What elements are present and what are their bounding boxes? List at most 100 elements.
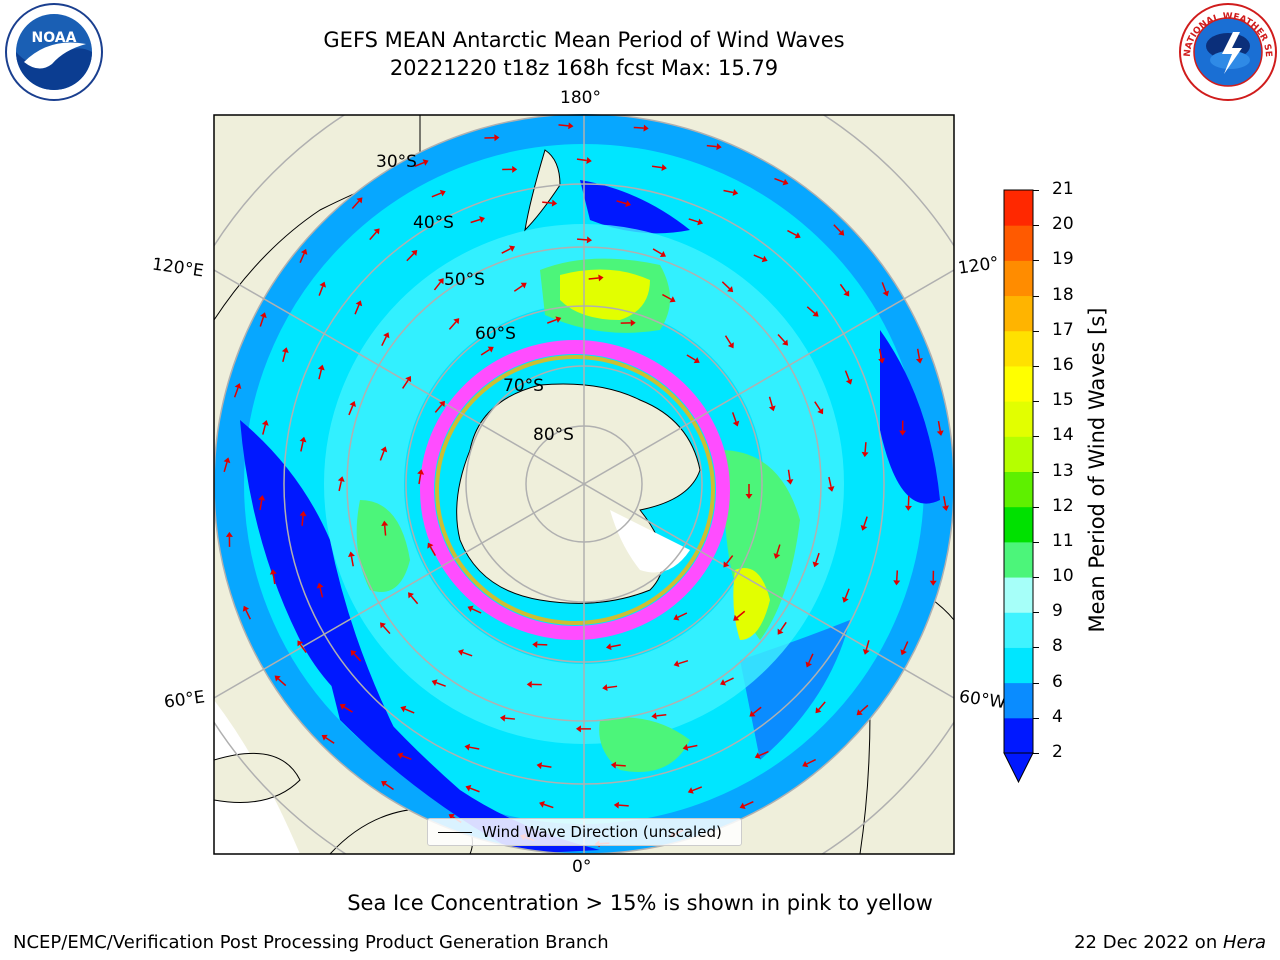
wind-arrow-shaft (245, 609, 252, 620)
wind-arrow-shaft (833, 224, 842, 233)
wind-arrow-shaft (752, 706, 762, 715)
wind-arrow-head (786, 479, 794, 485)
wind-arrow-head (845, 378, 853, 385)
footer-credit: NCEP/EMC/Verification Post Processing Pr… (13, 932, 609, 953)
wind-arrow-head (586, 236, 593, 244)
wind-arrow-shaft (233, 387, 239, 398)
wind-arrow-head (437, 278, 444, 285)
wind-arrow-shaft (724, 677, 734, 684)
wind-arrow-shaft (828, 476, 832, 487)
wind-arrow-head (317, 364, 325, 371)
wind-arrow-shaft (350, 556, 354, 567)
colorbar-cell (1004, 225, 1033, 261)
wind-arrow-shaft (692, 786, 703, 792)
wind-arrow-head (732, 420, 740, 427)
wind-arrow-shaft (259, 316, 265, 327)
wind-arrow-shaft (434, 404, 443, 413)
footer-date-text: 22 Dec 2022 on (1074, 932, 1223, 953)
wind-arrow-shaft (259, 499, 263, 511)
wind-arrow-head (532, 641, 538, 649)
wind-arrow-head (749, 710, 756, 717)
wind-arrow-shaft (758, 750, 769, 757)
wind-arrow-shaft (379, 450, 385, 461)
legend-line-swatch (438, 831, 472, 833)
wind-arrow-shaft (272, 573, 276, 585)
wind-arrow-head (512, 165, 518, 173)
map-legend: Wind Wave Direction (unscaled) (427, 818, 742, 846)
wind-arrow-head (408, 592, 414, 599)
noaa-logo: NOAA (5, 3, 103, 101)
colorbar-tick-label: 18 (1052, 284, 1074, 305)
wind-arrow-head (673, 614, 680, 621)
wind-arrow-shaft (558, 124, 569, 127)
wind-arrow-shaft (806, 306, 816, 314)
wind-arrow-shaft (262, 424, 267, 435)
wind-arrow-head (448, 814, 455, 820)
colorbar-tick-label: 8 (1052, 636, 1063, 657)
wind-arrow-head (936, 430, 944, 436)
wind-arrow-shaft (436, 681, 446, 687)
lon-label-0: 0° (572, 857, 592, 877)
wind-arrow-head (605, 643, 612, 651)
wind-arrow-head (842, 596, 849, 603)
wind-arrow-shaft (343, 706, 353, 713)
wind-arrow-head (727, 286, 734, 293)
wind-arrow-shaft (338, 481, 343, 492)
footer-date: 22 Dec 2022 on Hera (1074, 932, 1266, 953)
wind-arrow-head (536, 762, 543, 770)
colorbar-tick-mark (1033, 436, 1039, 438)
wind-arrow-head (225, 531, 233, 537)
wind-arrow-head (661, 164, 667, 172)
wind-arrow-head (838, 229, 845, 236)
wind-arrow-head (299, 510, 307, 517)
wind-arrow-head (348, 551, 355, 558)
wind-arrow-head (733, 614, 740, 621)
wind-arrow-shaft (774, 177, 785, 183)
wind-arrow-head (439, 189, 446, 197)
wind-arrow-shaft (776, 544, 781, 555)
wind-arrow-head (381, 520, 389, 526)
wind-arrow-head (223, 457, 231, 464)
colorbar-tick-label: 10 (1052, 566, 1074, 587)
wind-arrow-shaft (721, 281, 731, 290)
wind-arrow-shaft (513, 284, 524, 292)
wind-arrow-head (520, 282, 527, 289)
wind-arrow-shaft (401, 755, 412, 761)
wind-arrow-shaft (656, 714, 667, 717)
wind-arrow-head (337, 476, 345, 482)
footer-machine: Hera (1222, 932, 1266, 953)
wind-arrow-head (682, 744, 689, 751)
wind-arrow-head (805, 661, 812, 668)
wind-arrow-shaft (348, 405, 354, 416)
wind-arrow-shaft (480, 348, 490, 356)
colorbar-tick-mark (1033, 365, 1039, 367)
wind-arrow-head (782, 339, 789, 346)
wind-arrow-shaft (354, 304, 360, 315)
wind-arrow-head (827, 486, 835, 492)
wind-arrow-head (942, 505, 950, 511)
wind-arrow-head (380, 446, 388, 453)
lat-label-40s: 40°S (413, 213, 454, 233)
wind-arrow-shaft (277, 678, 287, 687)
wind-arrow-shaft (414, 161, 425, 168)
colorbar-tick-label: 13 (1052, 460, 1074, 481)
wind-arrow-shaft (418, 474, 422, 485)
wind-arrow-shaft (547, 318, 557, 324)
wind-arrow-head (893, 580, 901, 586)
colorbar-tick-mark (1033, 612, 1039, 614)
wind-arrow-head (417, 469, 425, 475)
wind-arrow-head (487, 346, 494, 353)
colorbar-tick-mark (1033, 541, 1039, 543)
wind-arrow-head (745, 494, 753, 499)
wind-arrow-head (499, 714, 506, 722)
colorbar-tick-mark (1033, 330, 1039, 332)
wind-arrow-shaft (859, 704, 869, 713)
wind-arrow-shaft (633, 126, 644, 129)
colorbar-cell (1004, 647, 1033, 684)
lat-label-70s: 70°S (503, 376, 544, 396)
wind-arrow-head (754, 752, 761, 759)
wind-arrow-shaft (406, 253, 415, 262)
wind-arrow-head (768, 405, 776, 412)
wind-arrow-shaft (384, 783, 394, 791)
